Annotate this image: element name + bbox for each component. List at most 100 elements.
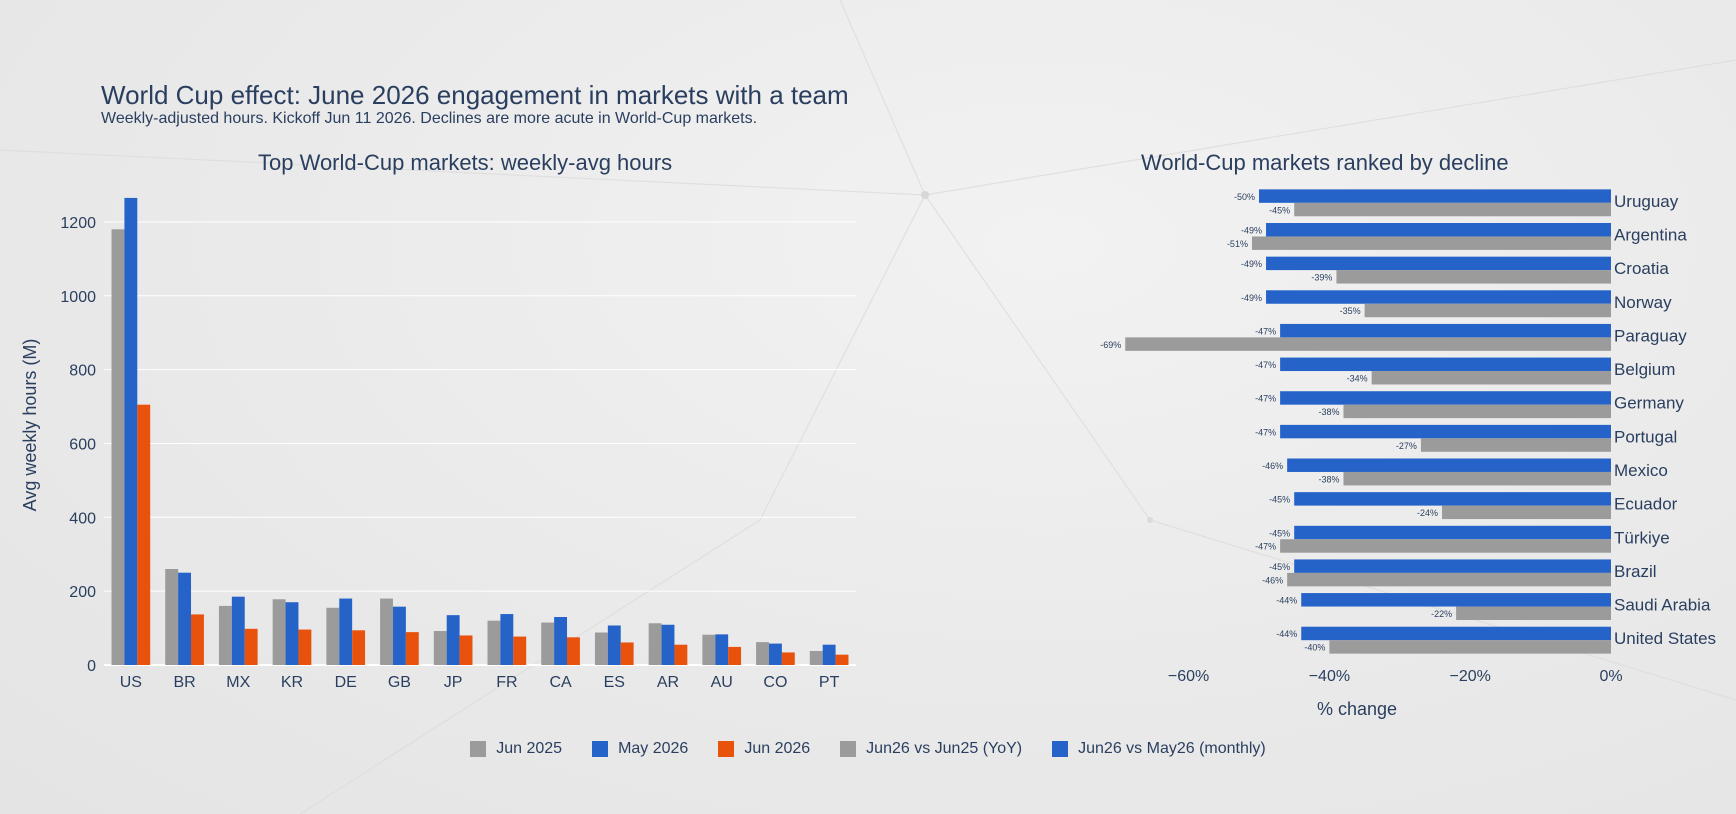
- hbar-yoy-label: -46%: [1262, 575, 1283, 585]
- x-tick-label: FR: [496, 674, 517, 691]
- bar-MX-1: [231, 596, 245, 665]
- hbar-yoy-Mexico: [1343, 471, 1611, 486]
- bar-CO-1: [768, 643, 782, 665]
- legend-swatch-jun2025: [470, 741, 487, 757]
- x-tick-label: BR: [173, 674, 195, 691]
- y-category-label: Norway: [1614, 293, 1672, 312]
- legend-label: Jun26 vs May26 (monthly): [1078, 740, 1266, 757]
- y-tick-label: 400: [69, 510, 96, 527]
- chart-subtitle: Weekly-adjusted hours. Kickoff Jun 11 20…: [101, 110, 758, 127]
- x-tick-label: PT: [819, 674, 840, 691]
- bar-DE-2: [352, 630, 366, 665]
- hbar-yoy-label: -69%: [1100, 340, 1121, 350]
- hbar-monthly-Türkiye: [1294, 525, 1611, 540]
- y-tick-label: 200: [69, 584, 96, 601]
- x-tick-label: CA: [549, 674, 572, 691]
- y-category-label: Croatia: [1614, 259, 1669, 278]
- bar-MX-2: [244, 628, 258, 665]
- hbar-monthly-Belgium: [1280, 357, 1611, 372]
- hbar-monthly-Paraguay: [1280, 323, 1611, 338]
- hbar-monthly-label: -46%: [1262, 461, 1283, 471]
- hbar-monthly-label: -50%: [1234, 192, 1255, 202]
- hbar-monthly-Argentina: [1266, 223, 1611, 237]
- hbar-yoy-Germany: [1343, 404, 1611, 419]
- x-tick-label: −40%: [1309, 668, 1350, 685]
- hbar-yoy-Türkiye: [1280, 539, 1611, 553]
- bar-ES-2: [620, 642, 634, 665]
- hbar-yoy-Brazil: [1287, 572, 1611, 587]
- legend-swatch-jun2026: [718, 741, 735, 757]
- legend-item-may2026[interactable]: May 2026: [592, 740, 688, 758]
- legend-item-monthly[interactable]: Jun26 vs May26 (monthly): [1052, 740, 1266, 758]
- bar-US-2: [137, 404, 151, 665]
- hbar-yoy-Croatia: [1336, 270, 1611, 284]
- left-chart-title: Top World-Cup markets: weekly-avg hours: [258, 150, 673, 175]
- x-tick-label: 0%: [1599, 668, 1622, 685]
- x-tick-label: AU: [711, 674, 733, 691]
- hbar-yoy-label: -22%: [1431, 609, 1452, 619]
- hbar-monthly-label: -44%: [1276, 596, 1297, 606]
- hbar-yoy-label: -51%: [1227, 239, 1248, 249]
- bar-GB-1: [392, 606, 406, 665]
- hbar-monthly-label: -47%: [1255, 326, 1276, 336]
- x-tick-label: CO: [763, 674, 787, 691]
- y-tick-label: 800: [69, 363, 96, 380]
- bar-PT-1: [822, 644, 836, 665]
- hbar-yoy-label: -24%: [1417, 508, 1438, 518]
- bar-MX-0: [218, 605, 232, 665]
- hbar-monthly-Croatia: [1266, 256, 1611, 271]
- y-category-label: Saudi Arabia: [1614, 596, 1711, 615]
- y-tick-label: 1000: [60, 289, 96, 306]
- bar-JP-0: [433, 631, 447, 665]
- x-tick-label: −60%: [1168, 668, 1209, 685]
- y-category-label: Türkiye: [1614, 528, 1670, 547]
- hbar-monthly-Mexico: [1287, 458, 1611, 472]
- bar-JP-2: [459, 635, 473, 665]
- y-category-label: Paraguay: [1614, 326, 1687, 345]
- y-category-label: Ecuador: [1614, 495, 1678, 514]
- hbar-yoy-label: -27%: [1396, 441, 1417, 451]
- bar-CO-2: [781, 652, 795, 665]
- bar-KR-2: [298, 629, 312, 665]
- legend-label: Jun26 vs Jun25 (YoY): [866, 740, 1023, 757]
- hbar-monthly-Saudi Arabia: [1301, 593, 1611, 607]
- hbar-monthly-label: -49%: [1241, 293, 1262, 303]
- x-tick-label: MX: [226, 674, 250, 691]
- y-category-label: Argentina: [1614, 226, 1687, 245]
- hbar-yoy-Uruguay: [1294, 202, 1611, 217]
- bar-BR-2: [191, 614, 204, 665]
- y-axis-title: Avg weekly hours (M): [20, 339, 40, 512]
- hbar-monthly-label: -47%: [1255, 360, 1276, 370]
- right-chart-title: World-Cup markets ranked by decline: [1141, 150, 1509, 175]
- bar-PT-0: [809, 650, 823, 665]
- hbar-yoy-label: -47%: [1255, 542, 1276, 552]
- x-tick-label: KR: [281, 674, 303, 691]
- legend-item-jun2026[interactable]: Jun 2026: [718, 740, 810, 758]
- bar-BR-1: [178, 572, 192, 665]
- hbar-yoy-Saudi Arabia: [1456, 606, 1611, 620]
- bar-AR-1: [661, 624, 675, 665]
- legend: Jun 2025 May 2026 Jun 2026 Jun26 vs Jun2…: [0, 740, 1736, 758]
- hbar-yoy-Paraguay: [1125, 337, 1611, 351]
- legend-label: Jun 2025: [496, 740, 563, 757]
- legend-item-yoy[interactable]: Jun26 vs Jun25 (YoY): [840, 740, 1022, 758]
- legend-label: Jun 2026: [744, 740, 811, 757]
- hbar-yoy-label: -35%: [1340, 306, 1361, 316]
- hbar-monthly-label: -49%: [1241, 259, 1262, 269]
- hbar-monthly-label: -45%: [1269, 528, 1290, 538]
- hbar-monthly-label: -47%: [1255, 394, 1276, 404]
- hbar-monthly-label: -45%: [1269, 562, 1290, 572]
- hbar-yoy-Norway: [1364, 303, 1611, 318]
- x-tick-label: US: [120, 674, 142, 691]
- bar-AU-0: [702, 634, 716, 665]
- bar-AR-2: [674, 644, 688, 665]
- bar-BR-0: [165, 569, 179, 665]
- y-tick-label: 0: [87, 658, 96, 675]
- chart-title: World Cup effect: June 2026 engagement i…: [101, 80, 849, 110]
- y-category-label: Brazil: [1614, 562, 1657, 581]
- y-category-label: Uruguay: [1614, 192, 1679, 211]
- bar-ES-0: [594, 632, 608, 665]
- legend-item-jun2025[interactable]: Jun 2025: [470, 740, 562, 758]
- bar-DE-1: [339, 598, 353, 665]
